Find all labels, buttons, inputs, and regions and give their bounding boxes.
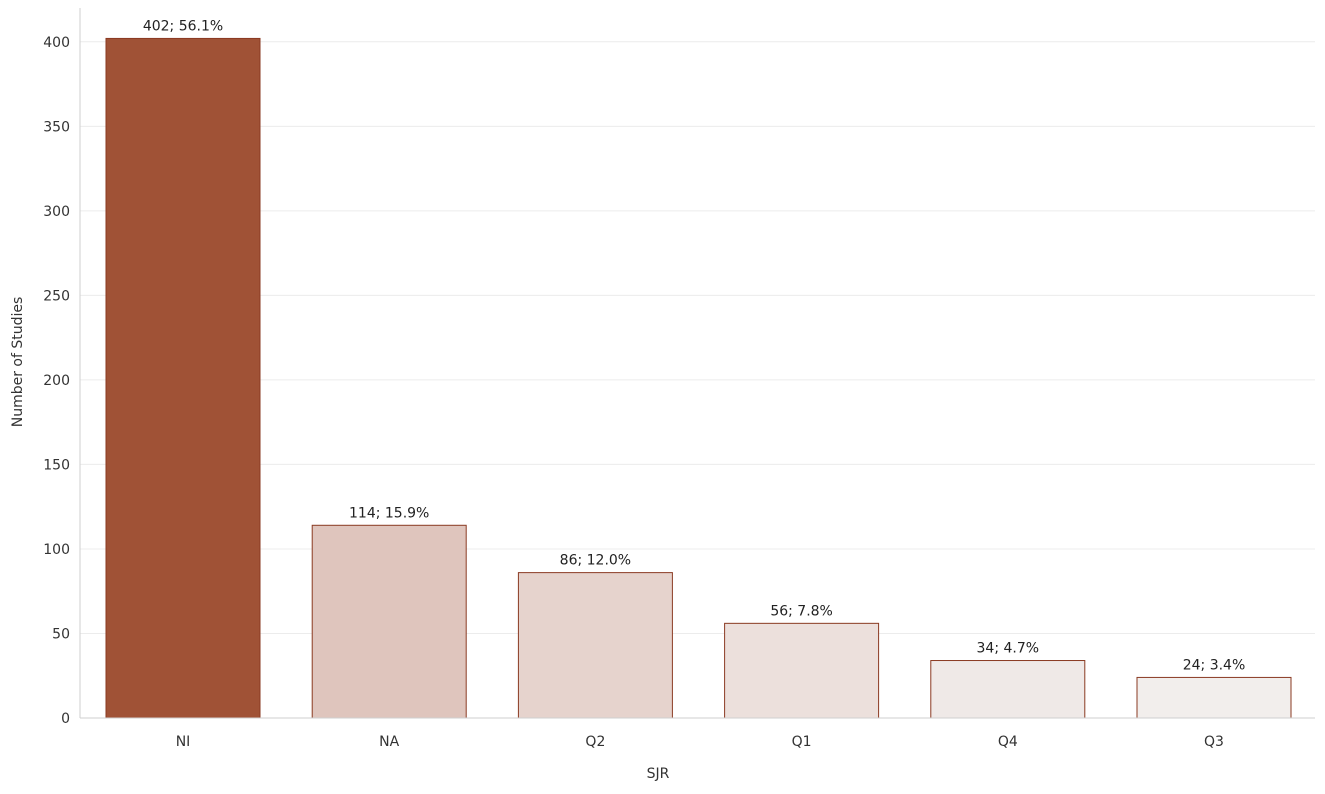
data-label-na: 114; 15.9% xyxy=(349,505,429,521)
bar-ni[interactable] xyxy=(105,37,261,719)
data-labels: 402; 56.1% 114; 15.9% 86; 12.0% 56; 7.8% 34;… xyxy=(143,18,1245,673)
x-tick-label-na: NA xyxy=(379,734,399,750)
x-axis-title: SJR xyxy=(647,766,670,782)
data-label-q3: 24; 3.4% xyxy=(1183,657,1246,673)
bar-q3[interactable] xyxy=(1136,676,1292,719)
data-label-q1: 56; 7.8% xyxy=(770,603,833,619)
bars xyxy=(105,37,1292,719)
y-axis-ticks: 0 50 100 150 200 250 300 350 400 xyxy=(43,35,70,727)
y-tick-label: 100 xyxy=(43,542,70,558)
y-tick-label: 50 xyxy=(52,626,70,642)
data-label-q2: 86; 12.0% xyxy=(560,553,631,569)
data-label-ni: 402; 56.1% xyxy=(143,18,223,34)
gridlines xyxy=(80,41,1315,634)
y-tick-label: 200 xyxy=(43,373,70,389)
y-tick-label: 0 xyxy=(61,711,70,727)
x-tick-label-q3: Q3 xyxy=(1204,734,1224,750)
bar-na[interactable] xyxy=(311,524,467,719)
bar-q4[interactable] xyxy=(930,660,1086,719)
y-axis-title: Number of Studies xyxy=(10,297,26,428)
bar-q2[interactable] xyxy=(517,572,673,719)
x-tick-label-q2: Q2 xyxy=(585,734,605,750)
bar-q1[interactable] xyxy=(724,622,880,719)
x-axis-ticks: NI NA Q2 Q1 Q4 Q3 xyxy=(176,734,1224,750)
data-label-q4: 34; 4.7% xyxy=(977,641,1040,657)
x-tick-label-q4: Q4 xyxy=(998,734,1018,750)
y-tick-label: 150 xyxy=(43,457,70,473)
y-tick-label: 400 xyxy=(43,35,70,51)
y-tick-label: 300 xyxy=(43,204,70,220)
x-tick-label-q1: Q1 xyxy=(792,734,812,750)
y-tick-label: 250 xyxy=(43,288,70,304)
y-tick-label: 350 xyxy=(43,119,70,135)
x-tick-label-ni: NI xyxy=(176,734,191,750)
